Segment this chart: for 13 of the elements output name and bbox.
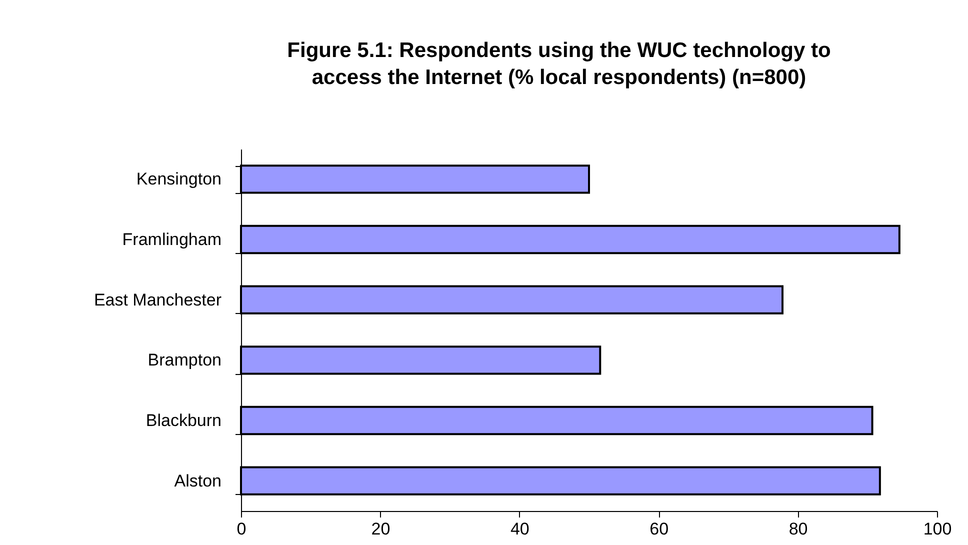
y-tick-label: Brampton [148, 350, 222, 370]
x-tick-label: 100 [923, 520, 952, 538]
chart-title: Figure 5.1: Respondents using the WUC technology to access the Internet (% local respondents) (n=800) [287, 39, 831, 89]
x-tick-label: 60 [650, 520, 669, 538]
y-tick-label: East Manchester [94, 290, 222, 310]
y-tick-label: Kensington [136, 170, 222, 189]
y-tick-label: Alston [174, 471, 222, 490]
y-tick-label: Framlingham [122, 230, 222, 249]
x-tick-label: 80 [788, 520, 808, 538]
x-tick-label: 20 [371, 520, 390, 538]
x-tick-label: 40 [510, 520, 530, 538]
y-tick-label: Blackburn [146, 411, 222, 430]
x-tick-label: 0 [236, 520, 246, 538]
